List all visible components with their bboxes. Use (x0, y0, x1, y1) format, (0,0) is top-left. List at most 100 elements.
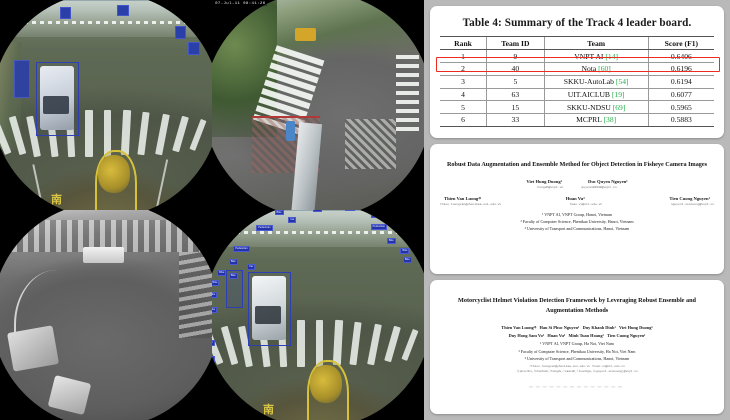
lane-marking (155, 159, 169, 209)
cell-score: 0.6194 (647, 75, 714, 89)
email-block: ²thien.luongvan@phenikaa-uni.edu.vn ³hua… (440, 365, 714, 375)
detection-box-bike (188, 41, 200, 55)
camera-panel-daytime-detections[interactable]: 南 BikeBikeBikeBikeCarPedestrianPedestria… (212, 210, 424, 420)
detection-label-pedestrian: Pedestrian (370, 224, 388, 231)
document-cards-column: Table 4: Summary of the Track 4 leader b… (424, 0, 730, 420)
cell-score: 0.5965 (647, 100, 714, 115)
citation-link[interactable]: [38] (603, 115, 617, 125)
lattice-fence (345, 118, 396, 169)
column-header-rank: Rank (440, 35, 487, 51)
affiliation-line: ¹ VNPT AI, VNPT Group, Ha Noi, Viet Nam (540, 341, 614, 347)
author-row-2: Thien Van Luong²ᵝ Huan Vu³ Tien Cuong Ng… (444, 196, 710, 201)
author-row-1: Viet Hung Duong¹ Duc Quyen Nguyen¹ (440, 179, 714, 184)
parked-car (6, 324, 59, 371)
detection-label-car: Car (247, 263, 256, 270)
affiliation-line: ³ University of Transport and Communicat… (524, 355, 630, 361)
zebra-stripe (297, 319, 306, 368)
citation-link[interactable]: [14] (605, 51, 619, 61)
table-row[interactable]: 3 5 SKKU-AutoLab [54] 0.6194 (440, 75, 714, 89)
affiliations-block: ¹ VNPT AI, VNPT Group, Hanoi, Vietnam ² … (440, 212, 714, 233)
zebra-stripe (137, 111, 151, 156)
zebra-stripe (332, 319, 343, 366)
zebra-stripe (315, 319, 324, 368)
cell-rank: 2 (440, 62, 487, 76)
citation-link[interactable]: [54] (615, 77, 629, 87)
zebra-stripe (120, 109, 131, 156)
detection-label-bike: Bike (228, 273, 238, 279)
author-name: Tien Cuong Nguyen¹ (607, 332, 646, 338)
detection-label-bike: Bike (313, 210, 323, 213)
camera-panel-daytime-crosswalk[interactable]: 南 (0, 0, 212, 210)
zebra-stripe (189, 118, 208, 151)
white-truck (83, 246, 125, 263)
zebra-stripe (401, 328, 420, 361)
detection-label-bike: Bike (274, 210, 284, 216)
zebra-stripe (366, 323, 382, 366)
detection-label-bike: Bike (370, 211, 380, 218)
zebra-stripe (85, 109, 94, 158)
detection-box-bike (117, 5, 129, 17)
curb-curve-line (14, 269, 85, 361)
author-name: Duy Khanh Dinh¹ (582, 325, 616, 331)
table-head: Rank Team ID Team Score (F1) (440, 35, 714, 51)
affiliation-line: ² Faculty of Computer Science, Phenikaa … (520, 218, 634, 224)
detection-label-bike: Bike (212, 279, 220, 286)
cell-rank: 1 (440, 49, 487, 63)
detection-label-car: Car (288, 217, 297, 224)
cell-rank: 6 (440, 113, 487, 127)
dotted-lane-line (395, 55, 419, 133)
author-row-1: Thien Van Luong²ᵝ Hau Si Phuc Nguyen¹ Du… (440, 324, 714, 332)
car-windshield (43, 95, 70, 115)
leaderboard-table: Rank Team ID Team Score (F1) 1 9 VNPT AI [… (440, 35, 714, 127)
leaderboard-table-card: Table 4: Summary of the Track 4 leader b… (430, 6, 724, 138)
dashed-lane-line (23, 21, 189, 25)
detection-label-bike: Bike (217, 269, 227, 276)
cell-rank: 3 (440, 75, 487, 89)
author-email: ¹{phucnhs,¹khanhdd,¹hungdv,¹samvdh,¹tuan… (516, 369, 638, 373)
detection-label-bike: Bike (212, 292, 218, 299)
detection-box-car (36, 61, 80, 137)
fisheye-lens-circle: 南 (0, 0, 212, 210)
email-row-2: thien.luongvan@phenikaa-uni.edu.vn huan.… (440, 203, 714, 206)
zebra-stripe (172, 116, 189, 153)
author-email: huan.vu@utc.edu.vn (569, 202, 603, 206)
cell-team: VNPT AI [14] (543, 49, 649, 63)
cell-team-id: 40 (486, 62, 545, 76)
paper-title: Robust Data Augmentation and Ensemble Me… (446, 161, 708, 168)
citation-link[interactable]: [19] (611, 89, 625, 99)
detection-label-bike: Bike (400, 248, 410, 254)
parked-car-row (0, 219, 212, 252)
cell-score: 0.6406 (647, 49, 714, 63)
camera-panel-grayscale-night[interactable] (0, 210, 212, 420)
table-row[interactable]: 6 33 MCPRL [38] 0.5883 (440, 113, 714, 127)
table-caption: Table 4: Summary of the Track 4 leader b… (462, 17, 692, 29)
fisheye-lens-circle (212, 0, 424, 210)
table-row[interactable]: 5 15 SKKU-NDSU [69] 0.5965 (440, 100, 714, 115)
table-row[interactable]: 1 9 VNPT AI [14] 0.6406 (440, 49, 714, 63)
zebra-stripe (221, 326, 239, 366)
zebra-stripe (349, 321, 363, 366)
column-header-team: Team (543, 35, 649, 51)
cell-team-id: 9 (486, 49, 545, 63)
table-body: 1 9 VNPT AI [14] 0.6406 2 40 Nota [60] 0.6196 3 5… (440, 49, 714, 127)
cell-team-id: 5 (486, 75, 545, 89)
yellow-vehicle (295, 27, 316, 42)
island-vegetation (309, 364, 343, 404)
cell-score: 0.5883 (647, 113, 714, 127)
citation-link[interactable]: [69] (612, 102, 626, 112)
column-header-score: Score (F1) (647, 35, 714, 51)
affiliation-line: ³ University of Transport and Communicat… (524, 225, 630, 231)
author-row-2: Duy Hong Sam Vo¹ Huan Vu³ Minh Tuan Hoan… (440, 332, 714, 340)
detection-label-bike: Bike (402, 257, 412, 264)
citation-link[interactable]: [60] (598, 64, 611, 74)
zebra-stripe (154, 113, 170, 156)
fisheye-lens-circle (0, 210, 212, 420)
cropped-text-hint: ▁▁▁▁▁▁▁▁▁▁▁▁▁▁ (529, 382, 625, 388)
detection-label-pedestrian: Pedestrian (233, 245, 250, 252)
camera-panel-junction-gate[interactable]: 07-Jul-11 08:41:26 (212, 0, 424, 210)
fisheye-lens-circle: 南 BikeBikeBikeBikeCarPedestrianPedestria… (212, 210, 424, 420)
author-name: Duc Quyen Nguyen¹ (588, 178, 628, 184)
table-row[interactable]: 2 40 Nota [60] 0.6196 (440, 62, 714, 76)
table-row[interactable]: 4 63 UIT.AICLUB [19] 0.6077 (440, 88, 714, 102)
